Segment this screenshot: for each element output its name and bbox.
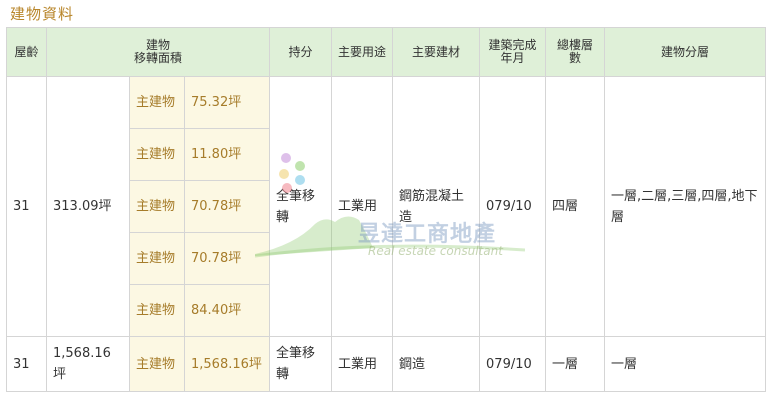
header-area-line1: 建物 [146,38,171,52]
header-floor-detail: 建物分層 [604,27,767,77]
building-floor-detail: 一層,二層,三層,四層,地下層 [604,76,767,337]
building-material: 鋼造 [392,336,481,392]
building-usage: 工業用 [331,76,394,337]
table-row: 主建物 84.40坪 [7,284,766,337]
building-floors: 一層 [545,336,606,392]
header-floors: 總樓層數 [545,27,606,77]
header-area: 建物 移轉面積 [45,27,271,77]
building-floor-detail: 一層 [604,336,767,392]
table-row: 主建物 70.78坪 [7,232,766,285]
header-share: 持分 [269,27,333,77]
building-table: 屋齡 建物 移轉面積 持分 主要用途 主要建材 建築完成年月 總樓層數 建物分層… [6,27,767,392]
table-row: 主建物 70.78坪 [7,180,766,233]
header-usage: 主要用途 [331,27,394,77]
header-completed: 建築完成年月 [479,27,547,77]
area-label: 主建物 [129,128,185,181]
building-total-area: 1,568.16坪 [46,336,130,392]
area-label: 主建物 [129,336,185,392]
building-share: 全筆移轉 [269,336,333,392]
building-floors: 四層 [545,76,606,337]
building-share: 全筆移轉 [269,76,333,337]
area-value: 11.80坪 [183,128,271,181]
building-age: 31 [6,76,47,337]
area-value: 1,568.16坪 [183,336,271,392]
header-age: 屋齡 [6,27,47,77]
table-row: 主建物 11.80坪 [7,128,766,181]
section-title: 建物資料 [10,5,75,23]
header-material: 主要建材 [392,27,481,77]
area-label: 主建物 [129,76,185,129]
area-value: 75.32坪 [183,76,271,129]
area-label: 主建物 [129,180,185,233]
building-age: 31 [6,336,47,392]
area-value: 70.78坪 [183,232,271,285]
table-header-row: 屋齡 建物 移轉面積 持分 主要用途 主要建材 建築完成年月 總樓層數 建物分層 [6,27,767,77]
area-value: 70.78坪 [183,180,271,233]
building-material: 鋼筋混凝土造 [392,76,481,337]
table-row: 31 313.09坪 主建物 75.32坪 全筆移轉 工業用 鋼筋混凝土造 07… [6,76,767,337]
area-value: 84.40坪 [183,284,271,337]
building-completed: 079/10 [479,76,547,337]
header-area-line2: 移轉面積 [134,51,183,65]
area-label: 主建物 [129,232,185,285]
building-usage: 工業用 [331,336,394,392]
table-row: 31 1,568.16坪 主建物 1,568.16坪 全筆移轉 工業用 鋼造 0… [6,336,767,392]
building-total-area: 313.09坪 [46,76,130,337]
building-completed: 079/10 [479,336,547,392]
area-label: 主建物 [129,284,185,337]
